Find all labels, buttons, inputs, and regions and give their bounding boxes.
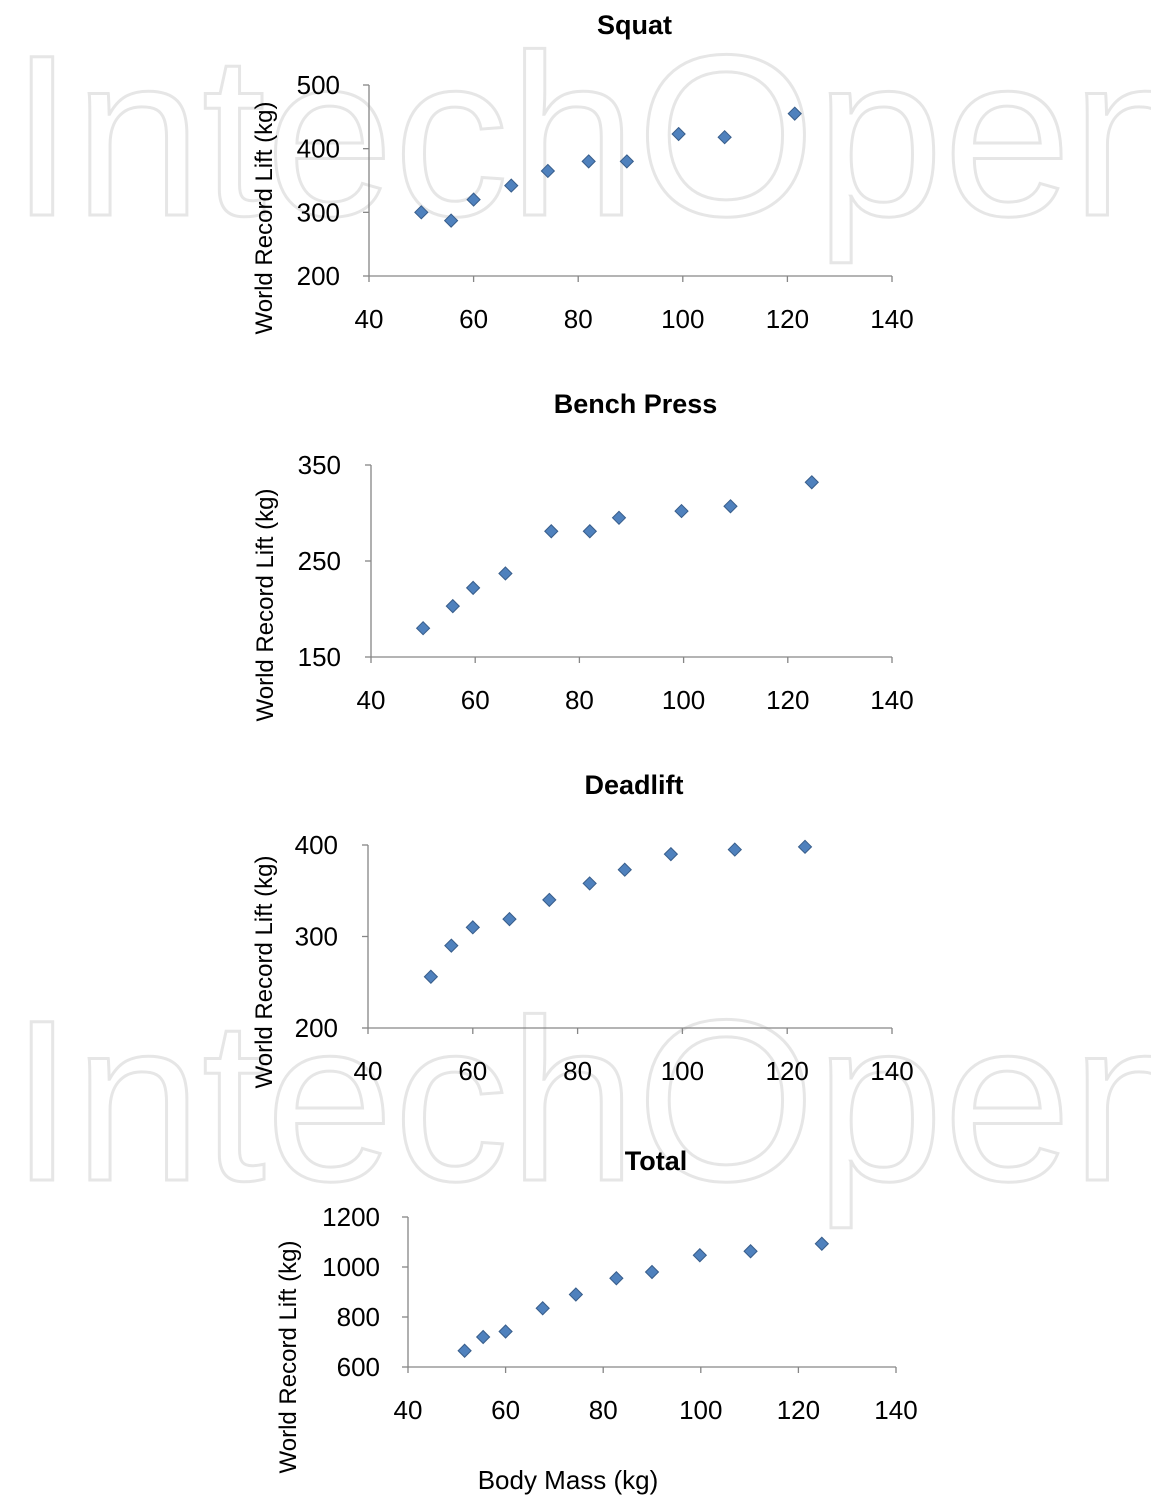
y-axis-label: World Record Lift (kg) bbox=[275, 1241, 302, 1474]
y-tick-label: 800 bbox=[337, 1302, 380, 1332]
x-tick-label: 120 bbox=[766, 685, 809, 715]
x-tick-label: 60 bbox=[458, 1056, 487, 1086]
chart-0: Squat 200 300 400 500 40 60 80 100 120 140 World Re… bbox=[251, 10, 914, 334]
data-point bbox=[619, 154, 635, 169]
data-point bbox=[542, 892, 557, 908]
data-point bbox=[502, 911, 517, 927]
y-tick-label: 200 bbox=[295, 1013, 338, 1043]
x-tick-label: 60 bbox=[461, 685, 490, 715]
data-point bbox=[581, 154, 596, 169]
data-point bbox=[568, 1287, 584, 1302]
y-tick-label: 200 bbox=[297, 261, 340, 291]
data-point bbox=[797, 839, 813, 855]
y-tick-label: 300 bbox=[297, 197, 340, 227]
x-tick-label: 100 bbox=[662, 685, 705, 715]
x-tick-label: 80 bbox=[563, 1056, 592, 1086]
data-point bbox=[444, 938, 459, 953]
data-point bbox=[498, 566, 513, 581]
x-tick-label: 100 bbox=[661, 304, 704, 334]
data-point bbox=[445, 598, 461, 614]
y-tick-label: 300 bbox=[295, 922, 338, 952]
x-tick-label: 40 bbox=[357, 685, 386, 715]
chart-title: Squat bbox=[597, 10, 672, 40]
data-point bbox=[611, 510, 627, 526]
data-point bbox=[535, 1301, 550, 1316]
x-tick-label: 140 bbox=[874, 1395, 917, 1425]
data-point bbox=[414, 205, 429, 220]
data-point bbox=[582, 524, 598, 539]
y-tick-label: 1000 bbox=[322, 1252, 380, 1282]
data-point bbox=[674, 503, 689, 519]
x-tick-label: 120 bbox=[766, 304, 809, 334]
data-point bbox=[544, 524, 559, 539]
data-point bbox=[504, 178, 519, 193]
x-tick-label: 60 bbox=[491, 1395, 520, 1425]
data-point bbox=[498, 1324, 513, 1339]
svg-text:IntechOpen: IntechOpen bbox=[10, 7, 1151, 264]
y-tick-label: 600 bbox=[337, 1352, 380, 1382]
x-tick-label: 140 bbox=[870, 685, 913, 715]
chart-3: Total 600 800 1000 1200 40 60 80 100 120 140 World … bbox=[275, 1146, 918, 1495]
x-tick-label: 100 bbox=[679, 1395, 722, 1425]
data-point bbox=[787, 106, 802, 121]
data-point bbox=[644, 1264, 660, 1280]
y-tick-label: 150 bbox=[298, 642, 341, 672]
chart-2: Deadlift 200 300 400 40 60 80 100 120 140 World Re… bbox=[251, 770, 914, 1088]
chart-1: Bench Press 150 250 350 40 60 80 100 120 140 World… bbox=[252, 389, 914, 721]
x-tick-label: 140 bbox=[870, 304, 913, 334]
x-tick-label: 100 bbox=[661, 1056, 704, 1086]
data-point bbox=[415, 620, 431, 636]
x-tick-label: 60 bbox=[459, 304, 488, 334]
y-axis-label: World Record Lift (kg) bbox=[251, 856, 278, 1089]
chart-title: Bench Press bbox=[554, 389, 718, 419]
data-point bbox=[717, 129, 732, 145]
data-point bbox=[423, 969, 439, 984]
data-point bbox=[814, 1236, 830, 1251]
x-tick-label: 40 bbox=[354, 1056, 383, 1086]
data-point bbox=[723, 499, 738, 514]
data-point bbox=[465, 920, 481, 935]
data-point bbox=[457, 1343, 472, 1358]
x-tick-label: 80 bbox=[564, 304, 593, 334]
data-point bbox=[540, 163, 556, 179]
x-tick-label: 80 bbox=[565, 685, 594, 715]
chart-title: Deadlift bbox=[584, 770, 683, 800]
data-point bbox=[727, 842, 743, 857]
data-point bbox=[617, 862, 632, 877]
data-point bbox=[582, 876, 597, 891]
x-tick-label: 40 bbox=[394, 1395, 423, 1425]
y-tick-label: 400 bbox=[295, 830, 338, 860]
x-tick-label: 80 bbox=[589, 1395, 618, 1425]
y-tick-label: 250 bbox=[298, 546, 341, 576]
data-point bbox=[804, 475, 819, 490]
y-tick-label: 1200 bbox=[322, 1202, 380, 1232]
data-point bbox=[671, 126, 686, 142]
x-axis-label: Body Mass (kg) bbox=[478, 1465, 659, 1495]
data-point bbox=[475, 1329, 491, 1345]
y-tick-label: 500 bbox=[297, 70, 340, 100]
y-axis-label: World Record Lift (kg) bbox=[251, 102, 278, 335]
x-tick-label: 120 bbox=[777, 1395, 820, 1425]
data-point bbox=[609, 1271, 624, 1286]
y-axis-label: World Record Lift (kg) bbox=[252, 489, 279, 722]
svg-text:IntechOpen: IntechOpen bbox=[10, 972, 1151, 1229]
data-point bbox=[663, 846, 679, 862]
chart-title: Total bbox=[625, 1146, 688, 1176]
watermark: IntechOpen IntechOpen bbox=[9, 6, 1151, 1231]
data-point bbox=[692, 1248, 708, 1263]
x-tick-label: 40 bbox=[355, 304, 384, 334]
y-tick-label: 350 bbox=[298, 450, 341, 480]
x-tick-label: 140 bbox=[870, 1056, 913, 1086]
x-tick-label: 120 bbox=[766, 1056, 809, 1086]
data-point bbox=[443, 213, 459, 228]
data-point bbox=[743, 1244, 758, 1259]
y-tick-label: 400 bbox=[297, 134, 340, 164]
data-point bbox=[465, 580, 481, 596]
data-point bbox=[466, 192, 481, 207]
